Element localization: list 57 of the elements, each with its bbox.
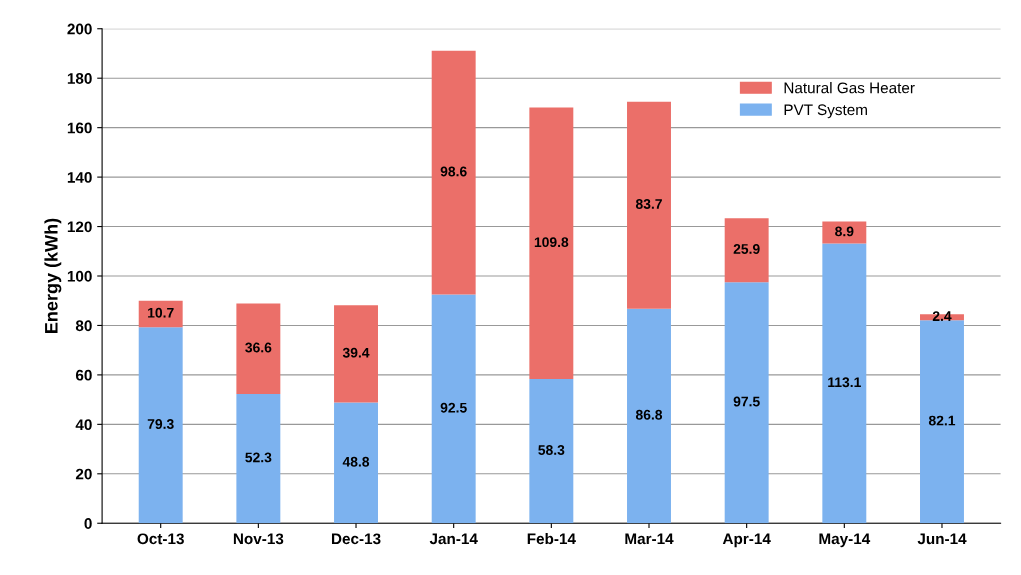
y-tick-label: 40 xyxy=(75,419,92,431)
bar xyxy=(822,221,867,244)
y-tick-label: 80 xyxy=(75,320,92,332)
data-label: 83.7 xyxy=(635,199,662,209)
bar xyxy=(529,379,574,524)
y-tick-label: 20 xyxy=(75,468,92,480)
bar xyxy=(334,305,378,403)
bar xyxy=(920,320,964,524)
data-label: 2.4 xyxy=(932,311,952,321)
bar xyxy=(236,393,281,524)
x-tick-label: Jun-14 xyxy=(917,533,967,545)
x-tick-label: Apr-14 xyxy=(722,533,771,548)
y-tick-label: 140 xyxy=(67,171,92,183)
data-label: 36.6 xyxy=(245,342,272,353)
data-label: 52.3 xyxy=(245,452,272,463)
bar xyxy=(529,107,574,380)
x-tick-label: Jan-14 xyxy=(429,533,478,545)
bar xyxy=(822,243,867,524)
data-label: 58.3 xyxy=(538,445,565,455)
bar xyxy=(334,402,378,524)
data-label: 92.5 xyxy=(440,402,467,413)
bar xyxy=(724,282,769,524)
data-label: 25.9 xyxy=(733,244,760,254)
bar xyxy=(431,294,476,524)
bar xyxy=(627,308,671,524)
y-tick-label: 160 xyxy=(67,122,92,134)
y-tick-label: 200 xyxy=(67,23,92,35)
x-tick-label: Mar-14 xyxy=(625,533,674,545)
y-tick-label: 100 xyxy=(67,270,92,282)
y-tick-label: 60 xyxy=(75,369,92,381)
legend-label: PVT System xyxy=(784,104,867,119)
y-axis-title: Energy (kWh) xyxy=(44,218,62,333)
data-label: 98.6 xyxy=(440,166,467,177)
data-label: 86.8 xyxy=(635,409,663,420)
data-label: 39.4 xyxy=(342,347,370,358)
bar xyxy=(236,303,281,394)
bar xyxy=(724,218,769,283)
bar xyxy=(627,101,671,309)
data-label: 113.1 xyxy=(828,377,861,388)
y-tick-label: 120 xyxy=(67,221,92,233)
data-label: 79.3 xyxy=(147,419,174,429)
x-tick-label: Feb-14 xyxy=(527,532,576,545)
y-tick-label: 0 xyxy=(84,518,92,529)
legend-label: Natural Gas Heater xyxy=(784,82,915,94)
y-tick-label: 180 xyxy=(67,73,92,84)
data-label: 10.7 xyxy=(148,307,174,318)
data-label: 8.9 xyxy=(835,226,854,237)
bar xyxy=(138,327,183,524)
x-tick-label: May-14 xyxy=(819,533,871,548)
data-label: 48.8 xyxy=(342,456,370,467)
x-tick-label: Dec-13 xyxy=(331,533,381,545)
bar xyxy=(431,50,476,295)
x-tick-label: Oct-13 xyxy=(137,533,184,545)
data-label: 97.5 xyxy=(733,396,760,407)
x-tick-label: Nov-13 xyxy=(233,533,284,545)
data-label: 82.1 xyxy=(928,415,956,426)
data-label: 109.8 xyxy=(534,237,569,248)
